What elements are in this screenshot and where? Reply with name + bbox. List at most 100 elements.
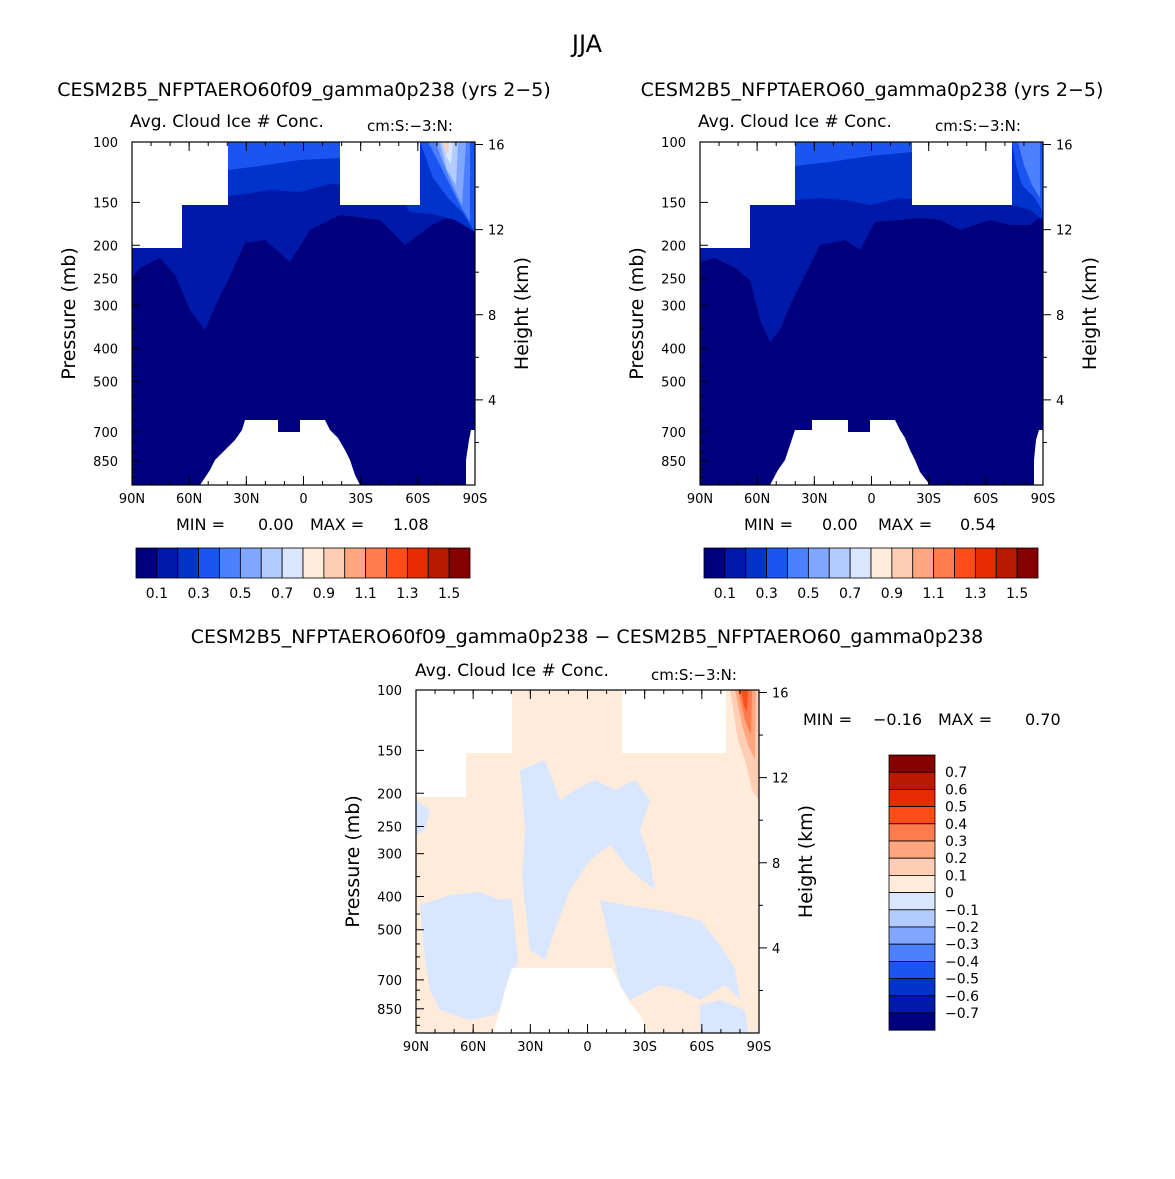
colorbar-swatch: [888, 1012, 936, 1031]
panel-1-min-value: 0.00: [258, 515, 294, 534]
panel-3-axes: 90N 60N 30N 0 30S 60S 90S 100 150 200 250 300 400 500…: [342, 684, 817, 1055]
x-tick-label: 60S: [973, 492, 998, 507]
y-tick-label: 400: [377, 891, 402, 906]
colorbar-swatch: [302, 547, 325, 579]
colorbar-swatch: [177, 547, 200, 579]
colorbar-swatch: [239, 547, 262, 579]
colorbar-swatch: [891, 547, 914, 579]
colorbar-swatch: [260, 547, 283, 579]
x-tick-label: 30N: [233, 492, 259, 507]
y-axis-label: Pressure (mb): [58, 247, 80, 380]
colorbar-label: 0.3: [187, 586, 209, 602]
y-tick-label: 100: [93, 136, 118, 151]
panel-2-max-value: 0.54: [960, 515, 996, 534]
panel-1-max-value: 1.08: [393, 515, 429, 534]
panel-2-min-label: MIN =: [744, 515, 793, 534]
colorbar-label: −0.3: [945, 937, 979, 953]
y2-tick-label: 12: [488, 224, 505, 239]
colorbar-swatch: [870, 547, 893, 579]
colorbar-label: 0.7: [271, 586, 293, 602]
x-tick-label: 90N: [403, 1040, 429, 1055]
x-tick-label: 90N: [119, 492, 145, 507]
colorbar-label: 0.7: [839, 586, 861, 602]
colorbar-swatch: [888, 754, 936, 773]
colorbar-swatch: [954, 547, 976, 579]
y-axis-label: Pressure (mb): [342, 795, 364, 928]
colorbar-swatch: [888, 840, 936, 859]
y-tick-label: 500: [661, 376, 686, 391]
colorbar-swatch: [974, 547, 997, 579]
colorbar-swatch: [766, 547, 788, 579]
colorbar-swatch: [787, 547, 809, 579]
y2-tick-label: 4: [1056, 394, 1064, 409]
y-tick-label: 300: [661, 300, 686, 315]
y-tick-label: 200: [93, 239, 118, 254]
colorbar-swatch: [888, 978, 936, 997]
y2-tick-label: 4: [488, 394, 496, 409]
y-tick-label: 250: [377, 820, 402, 835]
y-tick-label: 100: [661, 136, 686, 151]
colorbar-swatch: [427, 547, 450, 579]
y-tick-label: 250: [93, 272, 118, 287]
panel-3-subtitle-left: Avg. Cloud Ice # Conc.: [415, 661, 609, 681]
colorbar-label: 0.3: [755, 586, 777, 602]
x-tick-label: 30N: [801, 492, 827, 507]
colorbar-swatch: [406, 547, 429, 579]
panel-3-subtitle-right: cm:S:−3:N:: [651, 666, 737, 684]
y2-tick-label: 16: [772, 687, 789, 702]
panel-1-axes: 90N 60N 30N 0 30S 60S 90S 100 150 200 250 300 400 500…: [58, 136, 533, 507]
y2-tick-label: 16: [488, 139, 505, 154]
y-tick-label: 850: [93, 455, 118, 470]
colorbar-label: 0.4: [945, 817, 967, 833]
colorbar-swatch: [888, 823, 936, 842]
colorbar-label: 0.1: [714, 586, 736, 602]
y-tick-label: 700: [377, 974, 402, 989]
y2-axis-label: Height (km): [795, 805, 817, 918]
colorbar-label: 0.5: [797, 586, 819, 602]
x-tick-label: 30N: [517, 1040, 543, 1055]
panel-1-subtitle-left: Avg. Cloud Ice # Conc.: [130, 112, 324, 132]
colorbar-label: 1.5: [438, 586, 460, 602]
colorbar-label: 0.1: [146, 586, 168, 602]
colorbar-swatch: [281, 547, 304, 579]
colorbar-label: 1.3: [964, 586, 986, 602]
colorbar-label: 1.1: [354, 586, 376, 602]
colorbar-label: 0.9: [881, 586, 903, 602]
y-tick-label: 150: [377, 744, 402, 759]
colorbar-label: 0.5: [945, 800, 967, 816]
y-tick-label: 150: [661, 196, 686, 211]
y-tick-label: 700: [93, 426, 118, 441]
colorbar-swatch: [1016, 547, 1039, 579]
panel-2-subtitle-right: cm:S:−3:N:: [935, 117, 1021, 135]
x-tick-label: 30S: [632, 1040, 657, 1055]
x-tick-label: 60S: [405, 492, 430, 507]
colorbar-swatch: [448, 547, 471, 579]
colorbar-swatch: [888, 875, 936, 894]
colorbar-swatch: [724, 547, 747, 579]
x-tick-label: 60N: [460, 1040, 486, 1055]
colorbar-label: 0.5: [229, 586, 251, 602]
panel-1-stats: MIN = 0.00 MAX = 1.08: [176, 515, 429, 534]
colorbar-swatch: [888, 857, 936, 876]
y2-axis-label: Height (km): [511, 257, 533, 370]
y-tick-label: 200: [661, 239, 686, 254]
y-tick-label: 150: [93, 196, 118, 211]
colorbar-swatch: [386, 547, 408, 579]
panel-2-max-label: MAX =: [878, 515, 932, 534]
panel-2-colorbar: 0.1 0.3 0.5 0.7 0.9 1.1 1.3 1.5: [703, 547, 1039, 602]
panel-2: CESM2B5_NFPTAERO60_gamma0p238 (yrs 2−5) …: [641, 79, 1103, 485]
x-tick-label: 0: [299, 492, 307, 507]
x-tick-label: 90N: [687, 492, 713, 507]
colorbar-swatch: [365, 547, 387, 579]
colorbar-label: −0.7: [945, 1006, 979, 1022]
x-tick-label: 90S: [463, 492, 488, 507]
panel-3-stats: MIN = −0.16 MAX = 0.70: [803, 710, 1061, 729]
panel-1-colorbar: 0.1 0.3 0.5 0.7 0.9 1.1 1.3 1.5: [135, 547, 471, 602]
x-tick-label: 90S: [1031, 492, 1056, 507]
colorbar-swatch: [344, 547, 367, 579]
colorbar-swatch: [888, 961, 936, 980]
colorbar-label: 0.3: [945, 834, 967, 850]
colorbar-swatch: [703, 547, 726, 579]
colorbar-label: 0.7: [945, 765, 967, 781]
panel-1-title: CESM2B5_NFPTAERO60f09_gamma0p238 (yrs 2−…: [57, 79, 551, 101]
